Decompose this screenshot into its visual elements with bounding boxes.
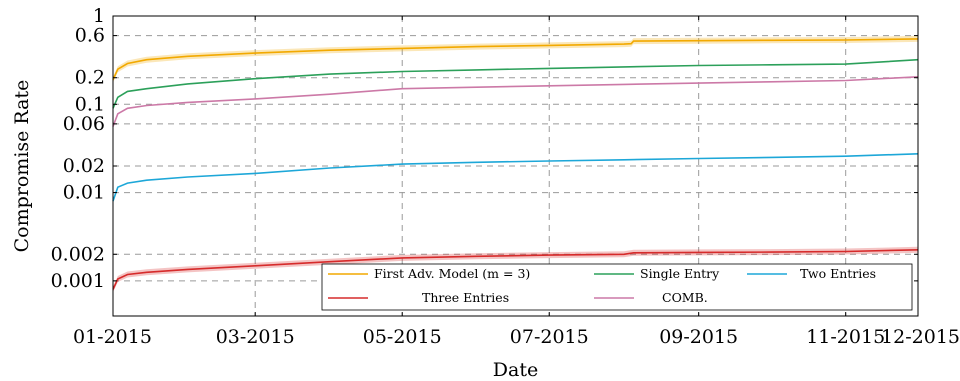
y-tick-label: 0.1 <box>75 93 105 115</box>
y-axis-label: Compromise Rate <box>11 80 33 253</box>
y-tick-label: 1 <box>93 5 105 27</box>
y-tick-label: 0.01 <box>63 182 105 204</box>
axes-layer: 0.001 0.002 0.01 0.02 0.060.1 0.2 0.61 01-2015 0… <box>51 5 960 348</box>
series-line-1 <box>112 58 919 109</box>
series-layer <box>112 35 919 293</box>
y-tick-label: 0.2 <box>75 67 105 89</box>
x-tick-label: 05-2015 <box>363 326 442 348</box>
x-tick-label: 01-2015 <box>73 326 152 348</box>
series-line-3 <box>112 249 919 290</box>
y-tick-label: 0.02 <box>63 155 105 177</box>
x-tick-label: 07-2015 <box>510 326 589 348</box>
legend-label-2: Two Entries <box>800 266 876 281</box>
legend: First Adv. Model (m = 3) Single Entry Two … <box>321 263 913 311</box>
legend-label-4: COMB. <box>662 290 708 305</box>
legend-label-0: First Adv. Model (m = 3) <box>374 266 530 281</box>
x-tick-label: 03-2015 <box>216 326 295 348</box>
x-tick-label: 12-2015 <box>881 326 960 348</box>
series-band-0 <box>113 35 918 83</box>
y-tick-label: 0.001 <box>51 270 105 292</box>
y-tick-label: 0.002 <box>51 243 105 265</box>
series-line-2 <box>112 153 919 202</box>
x-tick-label: 11-2015 <box>806 326 885 348</box>
y-tick-label: 0.06 <box>63 113 105 135</box>
x-tick-label: 09-2015 <box>659 326 738 348</box>
y-tick-label: 0.6 <box>75 25 105 47</box>
series-line-4 <box>112 76 919 127</box>
legend-label-1: Single Entry <box>640 266 720 281</box>
legend-label-3: Three Entries <box>422 290 509 305</box>
x-axis-label: Date <box>493 359 538 381</box>
series-line-0 <box>112 38 919 81</box>
legend-box <box>321 263 913 311</box>
